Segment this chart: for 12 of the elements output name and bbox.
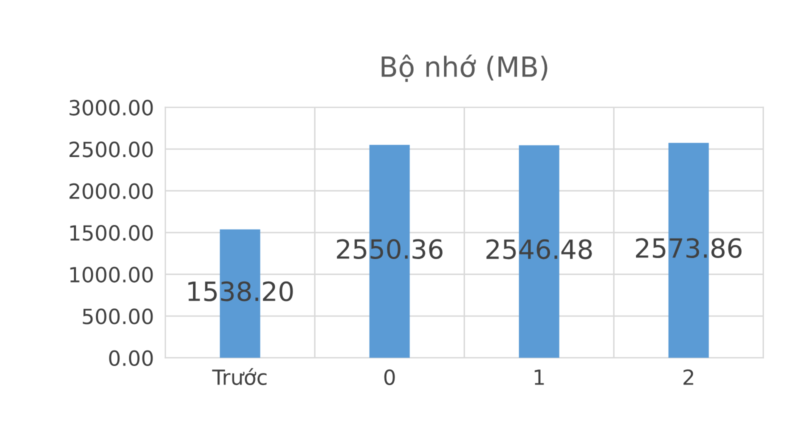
chart-title: Bộ nhớ (MB) bbox=[382, 54, 548, 82]
y-tick-label: 3000.00 bbox=[70, 100, 153, 116]
y-tick-label: 2000.00 bbox=[70, 183, 153, 200]
x-tick-label: 0 bbox=[384, 369, 395, 386]
y-tick-label: 1000.00 bbox=[70, 266, 153, 283]
y-tick-label: 1500.00 bbox=[70, 225, 153, 241]
y-tick-label: 0.00 bbox=[109, 350, 153, 366]
x-tick-label: Trước bbox=[212, 368, 267, 386]
y-tick-label: 500.00 bbox=[82, 308, 153, 324]
y-tick-label: 2500.00 bbox=[70, 142, 153, 158]
x-tick-label: 2 bbox=[684, 369, 694, 385]
x-tick-label: 1 bbox=[534, 370, 544, 385]
